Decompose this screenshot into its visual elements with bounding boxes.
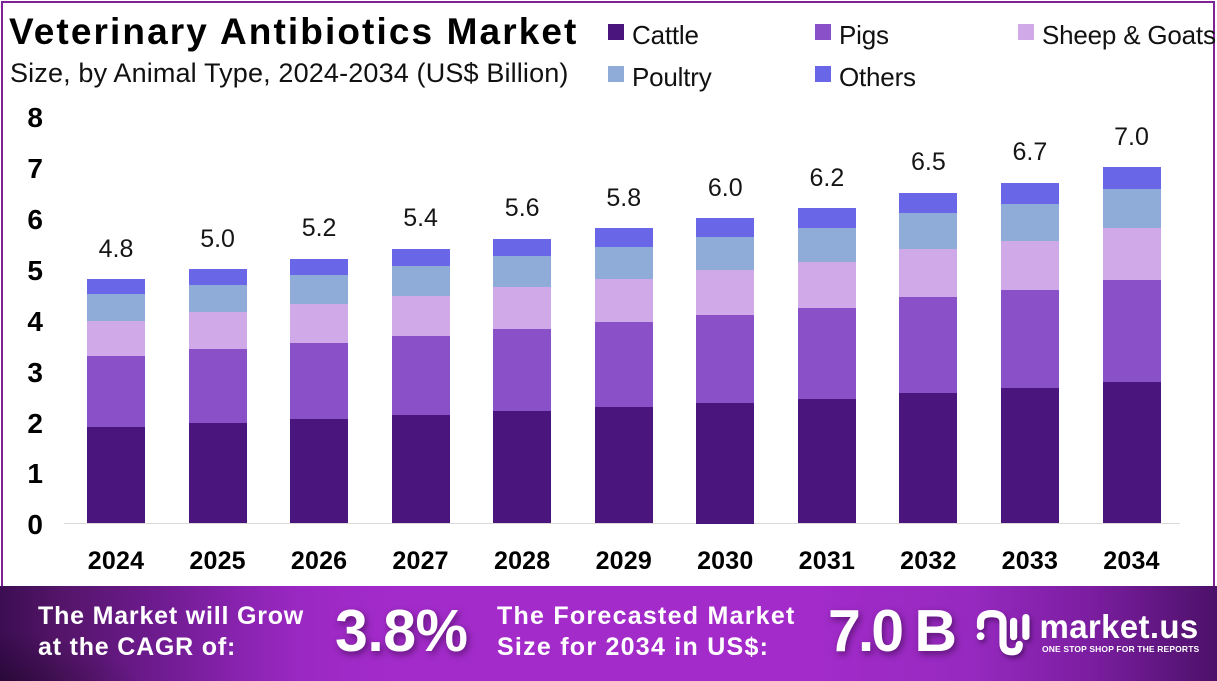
svg-text:market.us: market.us xyxy=(1040,608,1199,645)
svg-text:ONE STOP SHOP FOR THE REPORTS: ONE STOP SHOP FOR THE REPORTS xyxy=(1042,644,1200,654)
